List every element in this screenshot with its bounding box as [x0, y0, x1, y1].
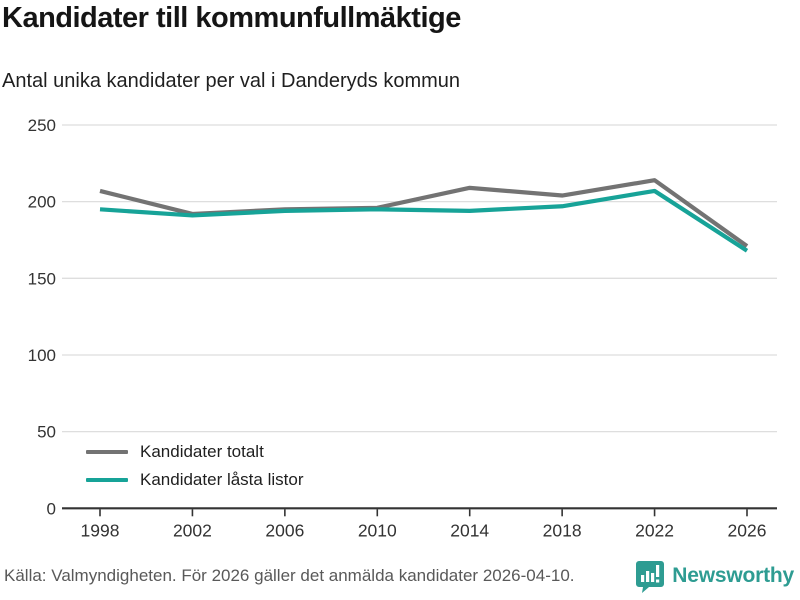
legend-label-locked-lists: Kandidater låsta listor — [140, 470, 304, 489]
source-note: Källa: Valmyndigheten. För 2026 gäller d… — [4, 566, 575, 585]
y-tick-label-200: 200 — [28, 193, 56, 212]
x-tick-label-2026: 2026 — [728, 520, 767, 540]
legend-swatch-locked-lists — [86, 478, 128, 482]
chart-legend: Kandidater totalt Kandidater låsta listo… — [86, 438, 303, 494]
y-tick-label-100: 100 — [28, 346, 56, 365]
chart-footer: Källa: Valmyndigheten. För 2026 gäller d… — [0, 558, 800, 594]
x-tick-label-2006: 2006 — [265, 520, 304, 540]
x-tick-label-1998: 1998 — [81, 520, 120, 540]
x-tick-label-2002: 2002 — [173, 520, 212, 540]
data-line-locked-lists — [99, 188, 749, 253]
x-tick-label-2014: 2014 — [450, 520, 489, 540]
x-tick-label-2010: 2010 — [358, 520, 397, 540]
newsworthy-logo-text: Newsworthy — [672, 564, 794, 587]
y-tick-label-150: 150 — [28, 269, 56, 288]
y-tick-label-0: 0 — [47, 499, 56, 518]
newsworthy-logo: Newsworthy — [635, 560, 794, 593]
x-tick-label-2018: 2018 — [543, 520, 582, 540]
legend-label-total: Kandidater totalt — [140, 442, 264, 461]
newsworthy-speech-bubble-icon — [636, 560, 665, 593]
legend-item-locked-lists: Kandidater låsta listor — [86, 466, 303, 494]
y-tick-label-250: 250 — [28, 116, 56, 135]
legend-swatch-total — [86, 450, 128, 454]
x-tick-label-2022: 2022 — [635, 520, 674, 540]
page-title: Kandidater till kommunfullmäktige — [2, 2, 461, 34]
legend-item-total: Kandidater totalt — [86, 438, 303, 466]
chart-subtitle: Antal unika kandidater per val i Dandery… — [2, 70, 461, 92]
y-tick-label-50: 50 — [37, 423, 56, 442]
